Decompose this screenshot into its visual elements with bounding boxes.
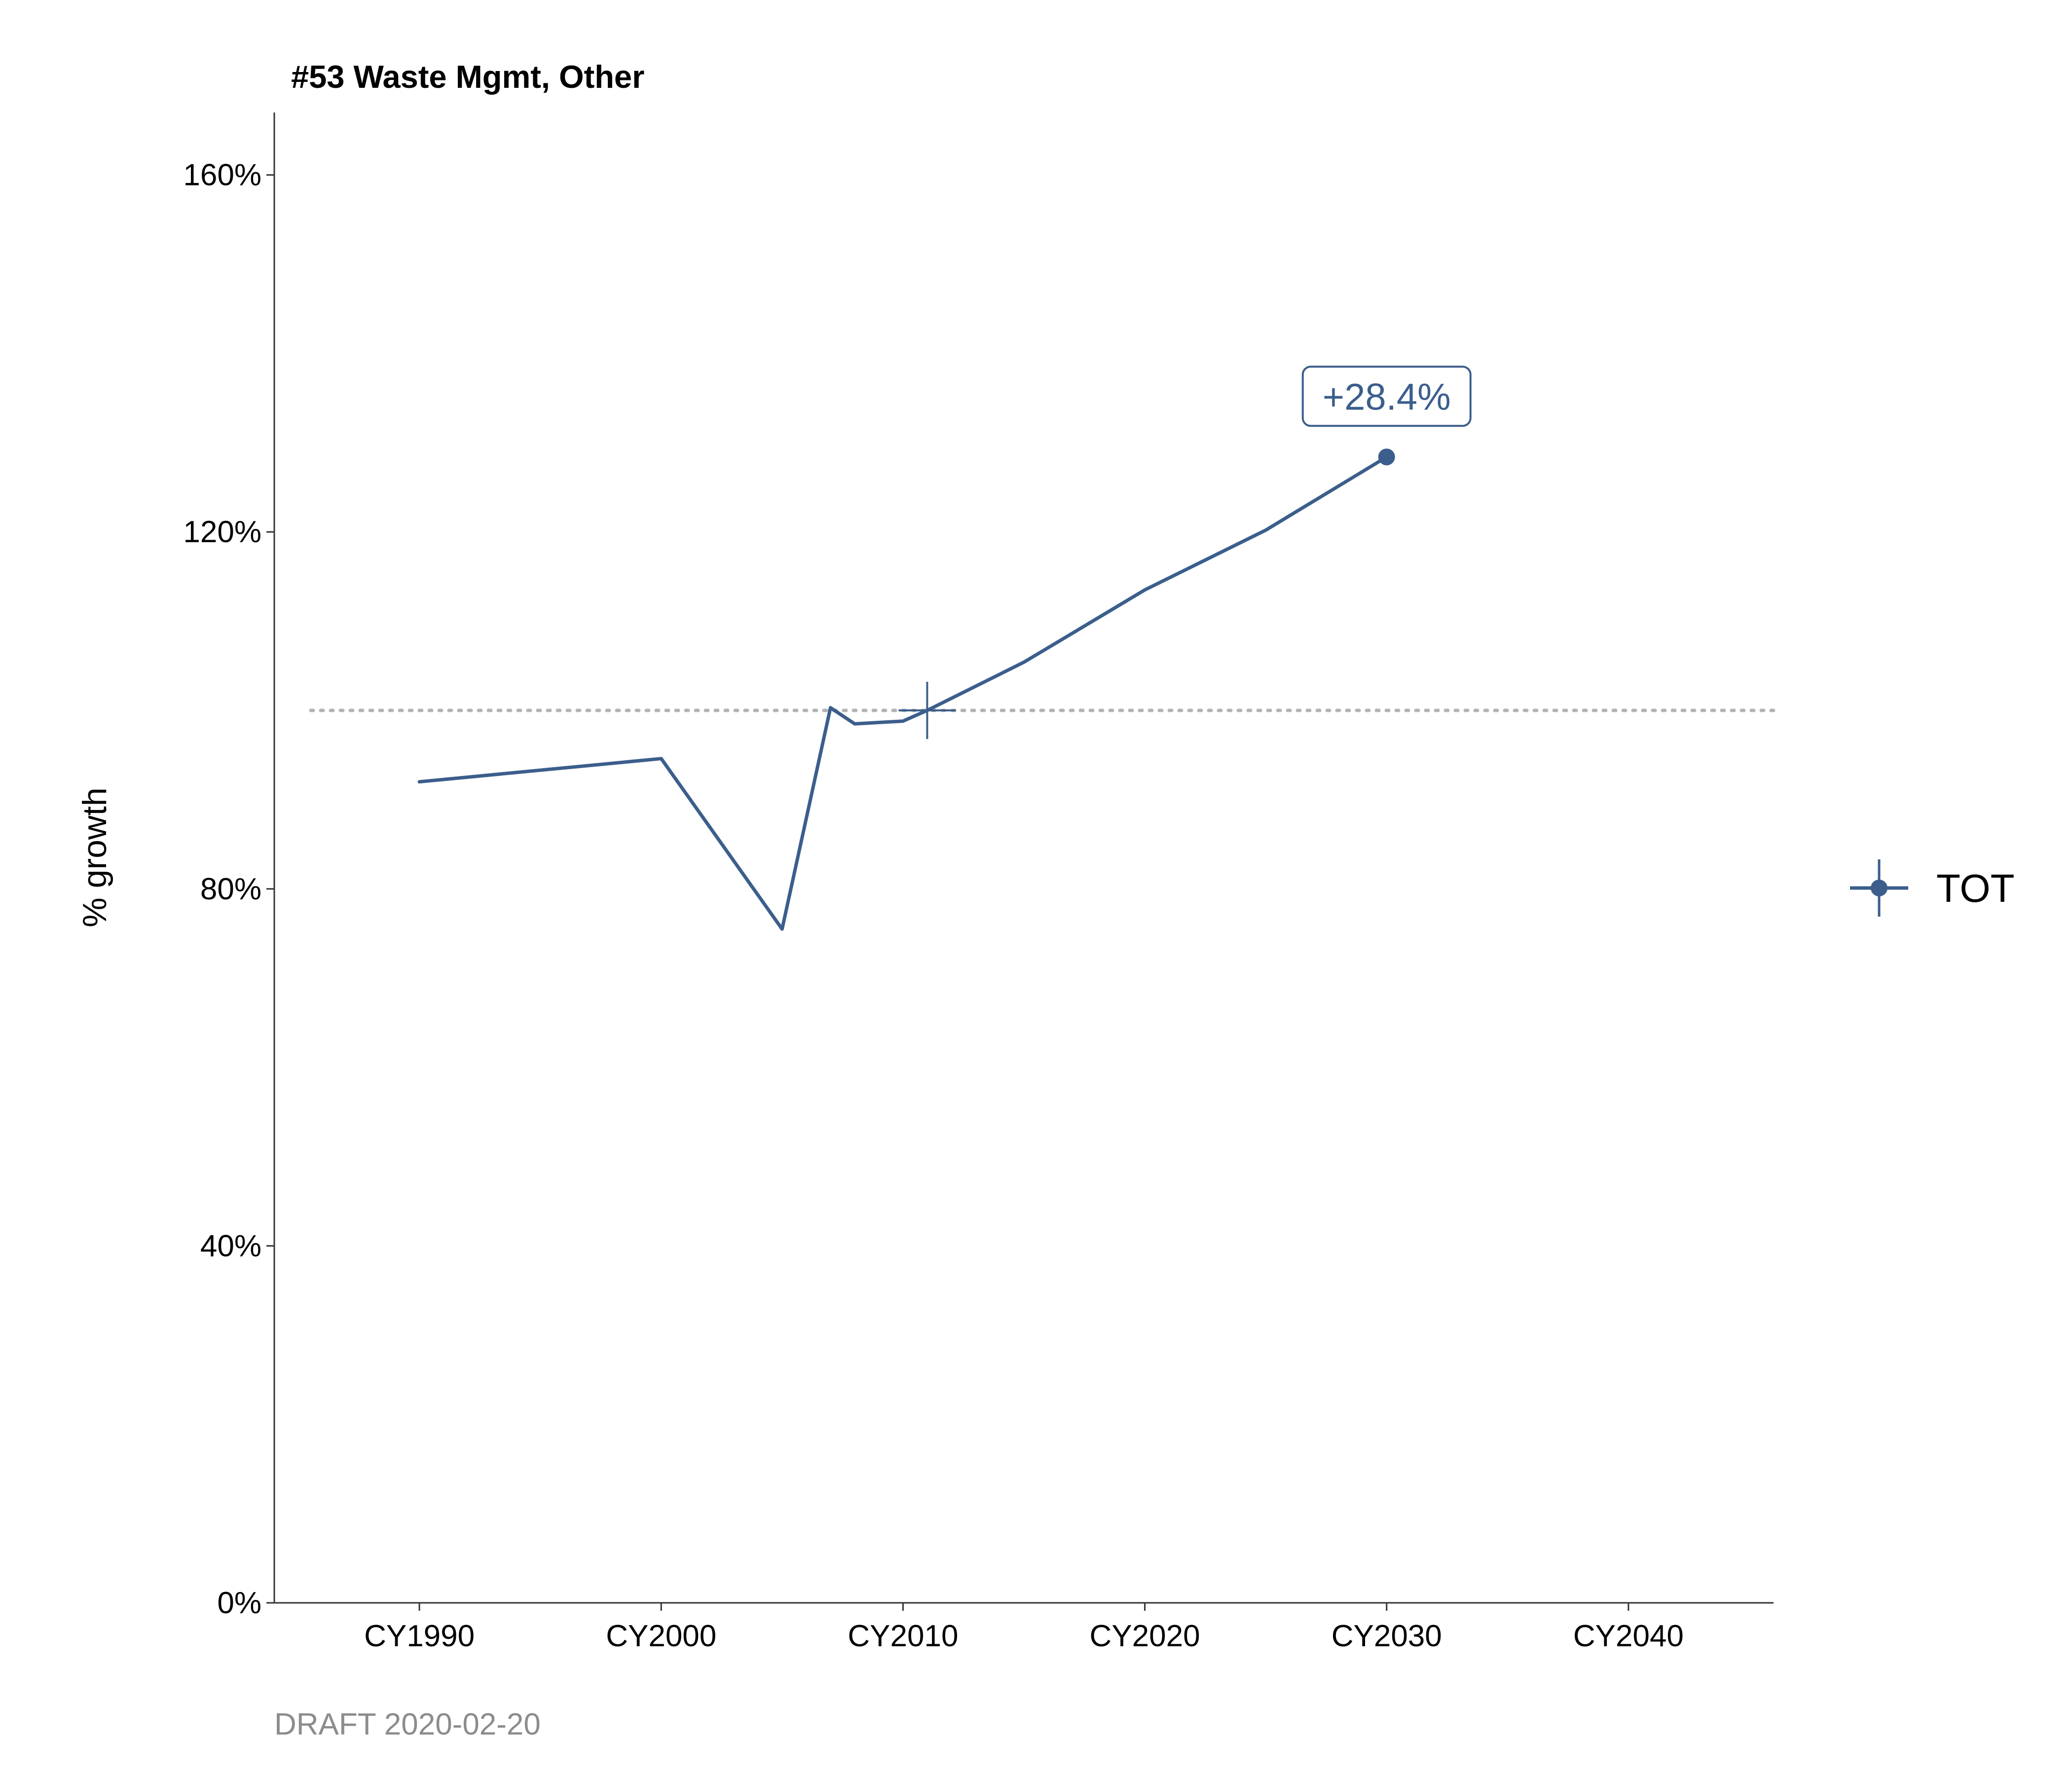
x-tick-label: CY2040 bbox=[1573, 1619, 1684, 1653]
y-tick-label: 160% bbox=[183, 158, 261, 192]
y-axis-ticks: 0% 40% 80% 120% 160% bbox=[183, 158, 274, 1620]
x-tick-label: CY2010 bbox=[848, 1619, 958, 1653]
legend: TOT bbox=[1850, 859, 2015, 917]
series-line-tot bbox=[417, 455, 1389, 931]
y-tick-label: 40% bbox=[200, 1229, 261, 1263]
series-end-point bbox=[1378, 448, 1395, 466]
legend-point-key bbox=[1871, 880, 1887, 896]
annotation-label: +28.4% bbox=[1323, 376, 1451, 418]
draft-caption: DRAFT 2020-02-20 bbox=[274, 1707, 541, 1741]
chart-title: #53 Waste Mgmt, Other bbox=[291, 59, 644, 95]
y-tick-label: 120% bbox=[183, 515, 261, 549]
x-tick-label: CY2020 bbox=[1090, 1619, 1200, 1653]
y-axis-title: % growth bbox=[76, 787, 113, 927]
x-axis-ticks: CY1990 CY2000 CY2010 CY2020 CY2030 CY2040 bbox=[364, 1603, 1684, 1653]
annotation-box bbox=[1301, 366, 1472, 427]
x-tick-label: CY1990 bbox=[364, 1619, 475, 1653]
y-tick-label: 0% bbox=[217, 1586, 261, 1620]
x-tick-label: CY2030 bbox=[1332, 1619, 1442, 1653]
y-tick-label: 80% bbox=[200, 872, 261, 906]
legend-label-tot: TOT bbox=[1936, 866, 2015, 910]
x-tick-label: CY2000 bbox=[606, 1619, 716, 1653]
plot-area: +28.4% bbox=[309, 366, 1776, 931]
